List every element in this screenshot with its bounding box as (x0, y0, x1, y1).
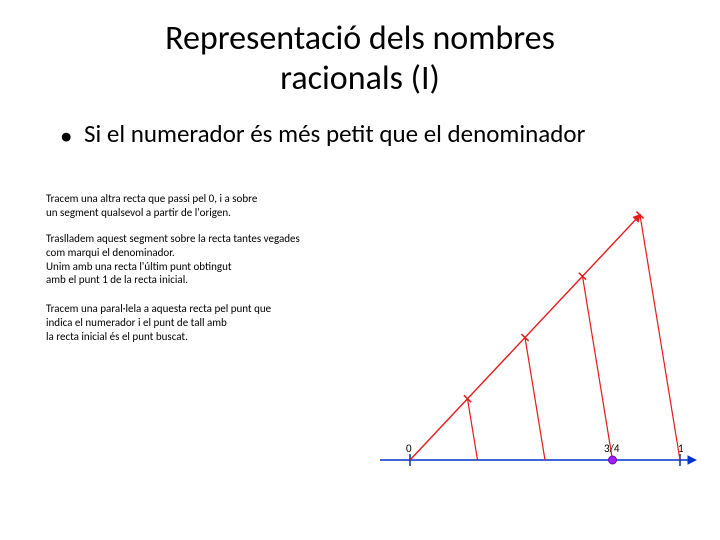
axis-label-zero: 0 (406, 442, 412, 455)
axis-label-three-quarters: 3/4 (604, 442, 619, 455)
construction-diagram (0, 0, 720, 540)
axis-label-one: 1 (678, 442, 684, 455)
